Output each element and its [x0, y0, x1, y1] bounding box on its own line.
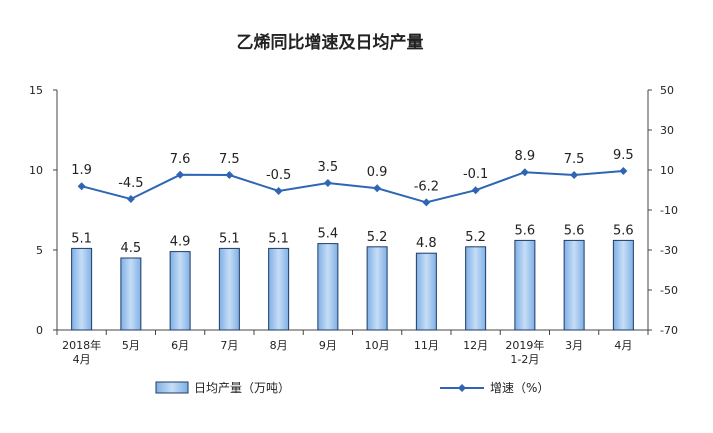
x-tick-label: 7月 — [220, 339, 238, 352]
bar-value-label: 4.9 — [170, 235, 191, 250]
line-point-marker — [77, 182, 86, 191]
legend-line-marker — [458, 384, 466, 392]
bar — [120, 257, 142, 331]
legend-bar-label: 日均产量（万吨） — [194, 381, 290, 395]
bar — [366, 246, 388, 331]
line-point-marker — [570, 171, 579, 179]
line-value-label: -6.2 — [414, 179, 439, 194]
line-point-marker — [126, 195, 135, 203]
line-value-label: 7.5 — [564, 152, 585, 167]
bar-series — [71, 239, 634, 331]
bar-value-label: 5.1 — [268, 231, 289, 246]
right-tick-label: -70 — [660, 324, 678, 337]
x-tick-label: 1-2月 — [510, 353, 539, 366]
legend-bar-swatch — [155, 381, 189, 394]
x-tick-label: 9月 — [319, 339, 337, 352]
right-tick-label: -50 — [660, 284, 678, 297]
x-tick-label: 4月 — [73, 353, 91, 366]
line-value-label: -0.1 — [463, 167, 488, 182]
line-point-marker — [225, 171, 234, 179]
left-tick-label: 0 — [36, 324, 43, 337]
legend-line-label: 增速（%） — [490, 381, 549, 395]
x-tick-label: 3月 — [565, 339, 583, 352]
line-value-label: 1.9 — [71, 163, 92, 178]
line-point-marker — [176, 170, 185, 179]
line-value-label: 7.6 — [170, 152, 191, 167]
x-tick-label: 8月 — [270, 339, 288, 352]
line-point-marker — [323, 179, 332, 187]
bar — [415, 252, 437, 331]
bar — [218, 247, 240, 331]
x-tick-label: 12月 — [463, 339, 488, 352]
data-labels: 5.1 4.5 4.9 5.1 5.1 5.4 5.2 4.8 5.2 5.6 5.6 5.6 1.9 -… — [71, 148, 633, 256]
bar-value-label: 5.1 — [219, 231, 240, 246]
bar-value-label: 5.4 — [318, 227, 339, 242]
bar — [563, 239, 585, 331]
line-value-label: -0.5 — [266, 168, 291, 183]
right-tick-label: -30 — [660, 244, 678, 257]
bar — [268, 247, 290, 331]
line-point-marker — [520, 168, 529, 177]
legend: 日均产量（万吨） 增速（%） — [155, 381, 549, 395]
line-point-marker — [619, 167, 628, 175]
bar-value-label: 5.2 — [465, 230, 486, 245]
bar — [465, 246, 487, 331]
bar — [514, 239, 536, 331]
bar-value-label: 5.6 — [515, 223, 536, 238]
right-tick-label: 50 — [660, 84, 674, 97]
right-tick-label: 10 — [660, 164, 674, 177]
line-point-marker — [471, 186, 480, 195]
x-tick-label: 11月 — [414, 339, 439, 352]
right-tick-label: -10 — [660, 204, 678, 217]
x-tick-label: 5月 — [122, 339, 140, 352]
bar — [317, 243, 339, 331]
line-point-marker — [373, 184, 382, 193]
chart-title: 乙烯同比增速及日均产量 — [237, 32, 424, 53]
line-point-marker — [274, 187, 283, 195]
x-tick-label: 4月 — [614, 339, 632, 352]
bar-value-label: 4.5 — [121, 241, 142, 256]
right-tick-label: 30 — [660, 124, 674, 137]
bar — [71, 247, 93, 331]
line-value-label: 8.9 — [515, 149, 536, 164]
bar — [169, 251, 191, 331]
line-value-label: 9.5 — [613, 148, 634, 163]
left-tick-label: 15 — [29, 84, 43, 97]
bar-value-label: 5.6 — [564, 223, 585, 238]
x-tick-label: 10月 — [365, 339, 390, 352]
line-value-label: -4.5 — [118, 176, 143, 191]
line-series — [77, 167, 628, 207]
x-tick-label: 2018年 — [62, 338, 101, 352]
x-tick-label: 6月 — [171, 339, 189, 352]
line-point-marker — [422, 198, 431, 207]
left-tick-label: 5 — [36, 244, 43, 257]
x-tick-label: 2019年 — [505, 338, 544, 352]
line-value-label: 7.5 — [219, 152, 240, 167]
bar-value-label: 5.2 — [367, 230, 388, 245]
bar — [612, 239, 634, 331]
left-tick-label: 10 — [29, 164, 43, 177]
line-value-label: 3.5 — [318, 160, 339, 175]
growth-line — [81, 170, 624, 204]
bar-value-label: 4.8 — [416, 236, 437, 251]
bar-value-label: 5.6 — [613, 223, 634, 238]
bar-value-label: 5.1 — [71, 231, 92, 246]
line-value-label: 0.9 — [367, 165, 388, 180]
